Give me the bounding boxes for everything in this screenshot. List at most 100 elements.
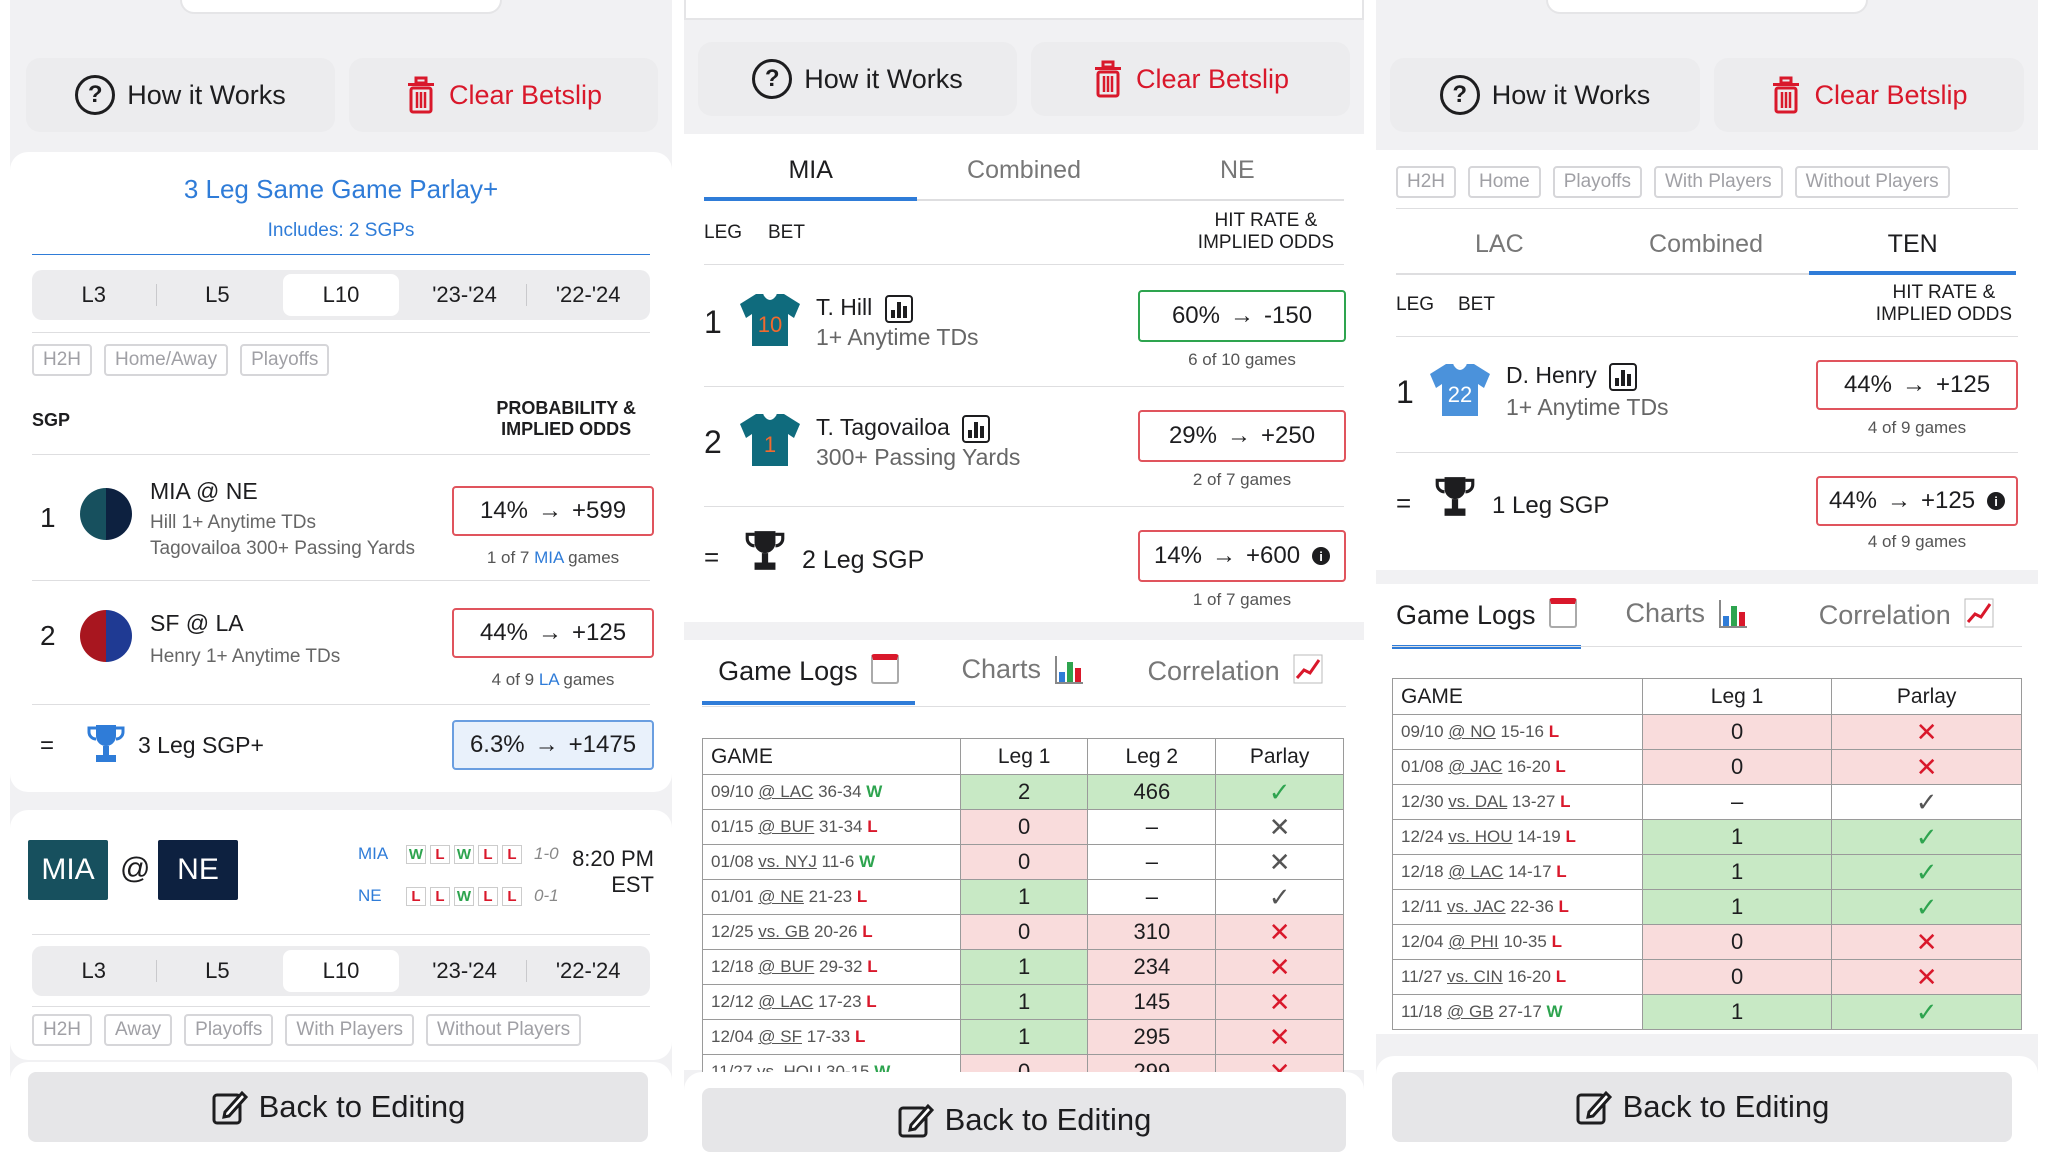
table-row[interactable]: 12/12 @ LAC 17-23 L 1 145 ✕: [702, 984, 1344, 1020]
tab-correlation[interactable]: Correlation: [1791, 598, 2022, 649]
tab-combined[interactable]: Combined: [1602, 230, 1810, 275]
game-opponent[interactable]: @ LAC: [758, 782, 814, 801]
clear-betslip-button[interactable]: Clear Betslip: [1714, 58, 2024, 132]
range-l3[interactable]: L3: [81, 282, 107, 307]
info-icon[interactable]: i: [1987, 492, 2006, 510]
leg1-cell: 1: [959, 949, 1089, 985]
chip-playoffs[interactable]: Playoffs: [184, 1014, 274, 1046]
clear-betslip-button[interactable]: Clear Betslip: [349, 58, 658, 132]
range-22-24[interactable]: '22-'24: [526, 950, 646, 992]
game-opponent[interactable]: vs. HOU: [1448, 827, 1513, 846]
game-opponent[interactable]: @ LAC: [758, 992, 814, 1011]
bet-header: BET: [768, 222, 805, 243]
game-opponent[interactable]: @ JAC: [1448, 757, 1503, 776]
range-l5[interactable]: L5: [155, 274, 276, 316]
range-23-24[interactable]: '23-'24: [432, 958, 497, 983]
table-row[interactable]: 12/04 @ PHI 10-35 L 0 ✕: [1392, 924, 2022, 960]
table-row[interactable]: 11/27 vs. CIN 16-20 L 0 ✕: [1392, 959, 2022, 995]
home-team-badge[interactable]: NE: [158, 840, 238, 900]
chip-h2h[interactable]: H2H: [32, 344, 93, 376]
total-label: 3 Leg SGP+: [138, 732, 264, 758]
game-opponent[interactable]: @ NE: [758, 887, 804, 906]
game-opponent[interactable]: vs. DAL: [1448, 792, 1508, 811]
chip-with-players[interactable]: With Players: [1653, 166, 1783, 198]
back-to-editing-button[interactable]: Back to Editing: [1392, 1072, 2012, 1142]
game-opponent[interactable]: @ NO: [1448, 722, 1496, 741]
table-row[interactable]: 12/04 @ SF 17-33 L 1 295 ✕: [702, 1019, 1344, 1055]
chip-home-away[interactable]: Home/Away: [104, 344, 229, 376]
game-opponent[interactable]: @ LAC: [1448, 862, 1504, 881]
trash-icon: [1773, 76, 1800, 114]
game-opponent[interactable]: vs. JAC: [1447, 897, 1506, 916]
tab-charts[interactable]: Charts: [915, 654, 1128, 705]
game-opponent[interactable]: @ SF: [758, 1027, 802, 1046]
table-row[interactable]: 12/18 @ BUF 29-32 L 1 234 ✕: [702, 949, 1344, 985]
tab-charts[interactable]: Charts: [1581, 598, 1791, 649]
game-opponent[interactable]: @ BUF: [758, 957, 815, 976]
table-row[interactable]: 12/24 vs. HOU 14-19 L 1 ✓: [1392, 819, 2022, 855]
table-row[interactable]: 01/08 vs. NYJ 11-6 W 0– ✕: [702, 844, 1344, 880]
tab-ne[interactable]: NE: [1130, 156, 1344, 201]
game-opponent[interactable]: vs. GB: [758, 922, 810, 941]
x-icon: ✕: [1915, 926, 1938, 957]
game-cell: 11/27 vs. CIN 16-20 L: [1392, 959, 1643, 995]
bar-chart-icon[interactable]: [884, 294, 913, 323]
info-icon[interactable]: i: [1312, 547, 1331, 565]
game-opponent[interactable]: @ GB: [1447, 1002, 1494, 1021]
table-row[interactable]: 12/30 vs. DAL 13-27 L – ✓: [1392, 784, 2022, 820]
range-l10[interactable]: L10: [283, 274, 399, 316]
range-l3[interactable]: L3: [81, 958, 107, 983]
how-it-works-button[interactable]: ? How it Works: [698, 42, 1017, 116]
table-row[interactable]: 09/10 @ NO 15-16 L 0 ✕: [1392, 714, 2022, 750]
away-team-badge[interactable]: MIA: [28, 840, 108, 900]
tab-lac[interactable]: LAC: [1396, 230, 1603, 275]
clear-betslip-button[interactable]: Clear Betslip: [1031, 42, 1350, 116]
chip-playoffs[interactable]: Playoffs: [1552, 166, 1642, 198]
tab-combined[interactable]: Combined: [917, 156, 1131, 201]
parlay-cell: ✓: [1831, 784, 2022, 820]
how-it-works-button[interactable]: ? How it Works: [26, 58, 335, 132]
legs-card: H2H Home Playoffs With Players Without P…: [1376, 150, 2038, 570]
game-opponent[interactable]: vs. NYJ: [758, 852, 817, 871]
chip-playoffs[interactable]: Playoffs: [240, 344, 330, 376]
game-opponent[interactable]: vs. CIN: [1447, 967, 1503, 986]
chip-without-players[interactable]: Without Players: [426, 1014, 582, 1046]
table-row[interactable]: 12/18 @ LAC 14-17 L 1 ✓: [1392, 854, 2022, 890]
tab-ten[interactable]: TEN: [1809, 230, 2017, 275]
table-row[interactable]: 09/10 @ LAC 36-34 W 2 466 ✓: [702, 774, 1344, 810]
range-23-24[interactable]: '23-'24: [432, 282, 497, 307]
chip-away[interactable]: Away: [104, 1014, 173, 1046]
back-to-editing-button[interactable]: Back to Editing: [28, 1072, 648, 1142]
range-l5[interactable]: L5: [155, 950, 276, 992]
chip-without-players[interactable]: Without Players: [1794, 166, 1950, 198]
odds-percent: 44%: [1843, 371, 1892, 398]
table-row[interactable]: 01/15 @ BUF 31-34 L 0– ✕: [702, 809, 1344, 845]
tab-game-logs[interactable]: Game Logs: [702, 654, 916, 705]
parlay-cell: ✓: [1215, 879, 1344, 915]
tab-game-logs[interactable]: Game Logs: [1392, 598, 1581, 649]
table-row[interactable]: 12/25 vs. GB 20-26 L 0 310 ✕: [702, 914, 1344, 950]
table-row[interactable]: 01/01 @ NE 21-23 L 1– ✓: [702, 879, 1344, 915]
tab-mia[interactable]: MIA: [704, 156, 918, 201]
chip-h2h[interactable]: H2H: [32, 1014, 93, 1046]
chip-h2h[interactable]: H2H: [1396, 166, 1457, 198]
range-l10[interactable]: L10: [283, 950, 399, 992]
tab-correlation[interactable]: Correlation: [1129, 654, 1342, 705]
bar-chart-icon[interactable]: [1609, 362, 1638, 391]
game-opponent[interactable]: @ PHI: [1448, 932, 1499, 951]
arrow-right-icon: →: [1230, 302, 1254, 329]
chip-with-players[interactable]: With Players: [285, 1014, 415, 1046]
range-22-24[interactable]: '22-'24: [526, 274, 646, 316]
chip-home[interactable]: Home: [1468, 166, 1541, 198]
game-opponent[interactable]: @ BUF: [758, 817, 815, 836]
table-row[interactable]: 11/18 @ GB 27-17 W 1 ✓: [1392, 994, 2022, 1030]
bar-chart-icon[interactable]: [962, 414, 991, 443]
parlay-cell: ✕: [1831, 959, 2022, 995]
back-to-editing-button[interactable]: Back to Editing: [702, 1088, 1346, 1152]
table-row[interactable]: 01/08 @ JAC 16-20 L 0 ✕: [1392, 749, 2022, 785]
table-row[interactable]: 12/11 vs. JAC 22-36 L 1 ✓: [1392, 889, 2022, 925]
top-card-edge: [1546, 0, 1868, 14]
total-equals: =: [1396, 488, 1412, 518]
game-score: 22-36: [1510, 897, 1554, 916]
how-it-works-button[interactable]: ? How it Works: [1390, 58, 1700, 132]
